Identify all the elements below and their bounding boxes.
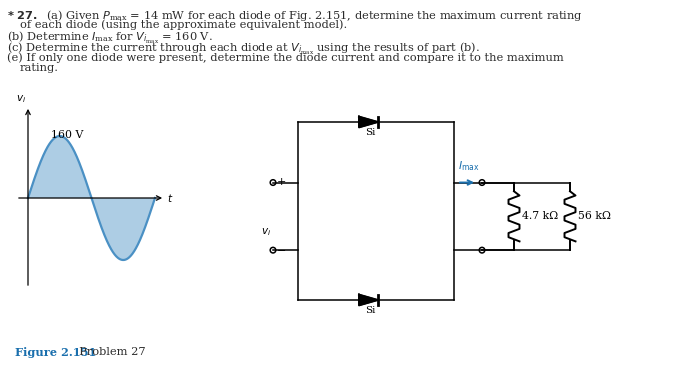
Text: (c) Determine the current through each diode at $V_{i_{\mathregular{max}}}$ usin: (c) Determine the current through each d… [7, 41, 480, 57]
Text: −: − [277, 246, 286, 256]
Text: Problem 27: Problem 27 [72, 347, 145, 357]
Text: 56 kΩ: 56 kΩ [578, 211, 611, 221]
Text: (e) If only one diode were present, determine the diode current and compare it t: (e) If only one diode were present, dete… [7, 52, 564, 62]
Text: of each diode (using the approximate equivalent model).: of each diode (using the approximate equ… [20, 19, 347, 30]
Text: Si: Si [365, 128, 375, 137]
Text: Figure 2.151: Figure 2.151 [15, 347, 96, 358]
Text: $v_i$: $v_i$ [261, 226, 271, 238]
Text: 4.7 kΩ: 4.7 kΩ [522, 211, 558, 221]
Polygon shape [28, 198, 155, 260]
Text: 160 V: 160 V [51, 130, 83, 140]
Polygon shape [28, 136, 91, 198]
Polygon shape [359, 295, 378, 306]
Text: Si: Si [365, 306, 375, 315]
Text: (b) Determine $I_{\mathregular{max}}$ for $V_{i_{\mathregular{max}}}$ = 160 V.: (b) Determine $I_{\mathregular{max}}$ fo… [7, 30, 213, 46]
Text: +: + [277, 177, 286, 187]
Text: rating.: rating. [20, 63, 59, 73]
Text: $v_i$: $v_i$ [16, 93, 26, 105]
Polygon shape [359, 116, 378, 127]
Text: $t$: $t$ [167, 192, 174, 204]
Text: $I_{\rm max}$: $I_{\rm max}$ [458, 159, 480, 173]
Text: $\mathbf{*\ 27.}$  (a) Given $P_{\mathregular{max}}$ = 14 mW for each diode of F: $\mathbf{*\ 27.}$ (a) Given $P_{\mathreg… [7, 8, 583, 23]
